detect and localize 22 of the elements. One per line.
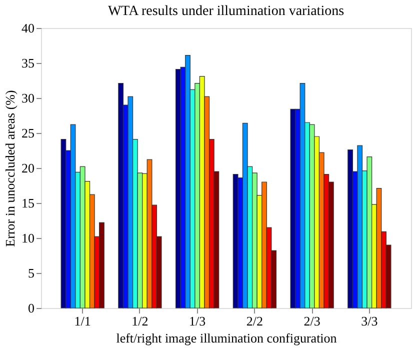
y-tick-label: 40 [22, 20, 34, 36]
y-tick-label: 10 [22, 230, 34, 246]
y-tick-label: 20 [22, 160, 34, 176]
y-axis-title: Error in unoccluded areas (%) [2, 90, 18, 247]
y-tick-label: 30 [22, 90, 34, 106]
bar [348, 150, 353, 308]
y-tick-label: 5 [28, 266, 34, 280]
bar [118, 83, 124, 308]
bar [176, 69, 181, 308]
x-tick-label: 1/3 [189, 314, 206, 328]
bar [290, 108, 296, 308]
y-tick-label: 0 [28, 300, 34, 316]
x-tick-label: 1/2 [132, 314, 148, 328]
y-tick-label: 15 [22, 196, 34, 210]
chart-title: WTA results under illumination variations [108, 4, 344, 19]
x-axis-title: left/right image illumination configuration [116, 330, 338, 346]
y-tick-label: 25 [22, 126, 34, 140]
x-tick-label: 2/3 [304, 314, 320, 328]
x-tick-label: 2/2 [246, 314, 263, 328]
y-tick-label: 35 [22, 56, 34, 70]
x-tick-label: 1/1 [74, 314, 91, 328]
x-tick-label: 3/3 [361, 314, 378, 328]
